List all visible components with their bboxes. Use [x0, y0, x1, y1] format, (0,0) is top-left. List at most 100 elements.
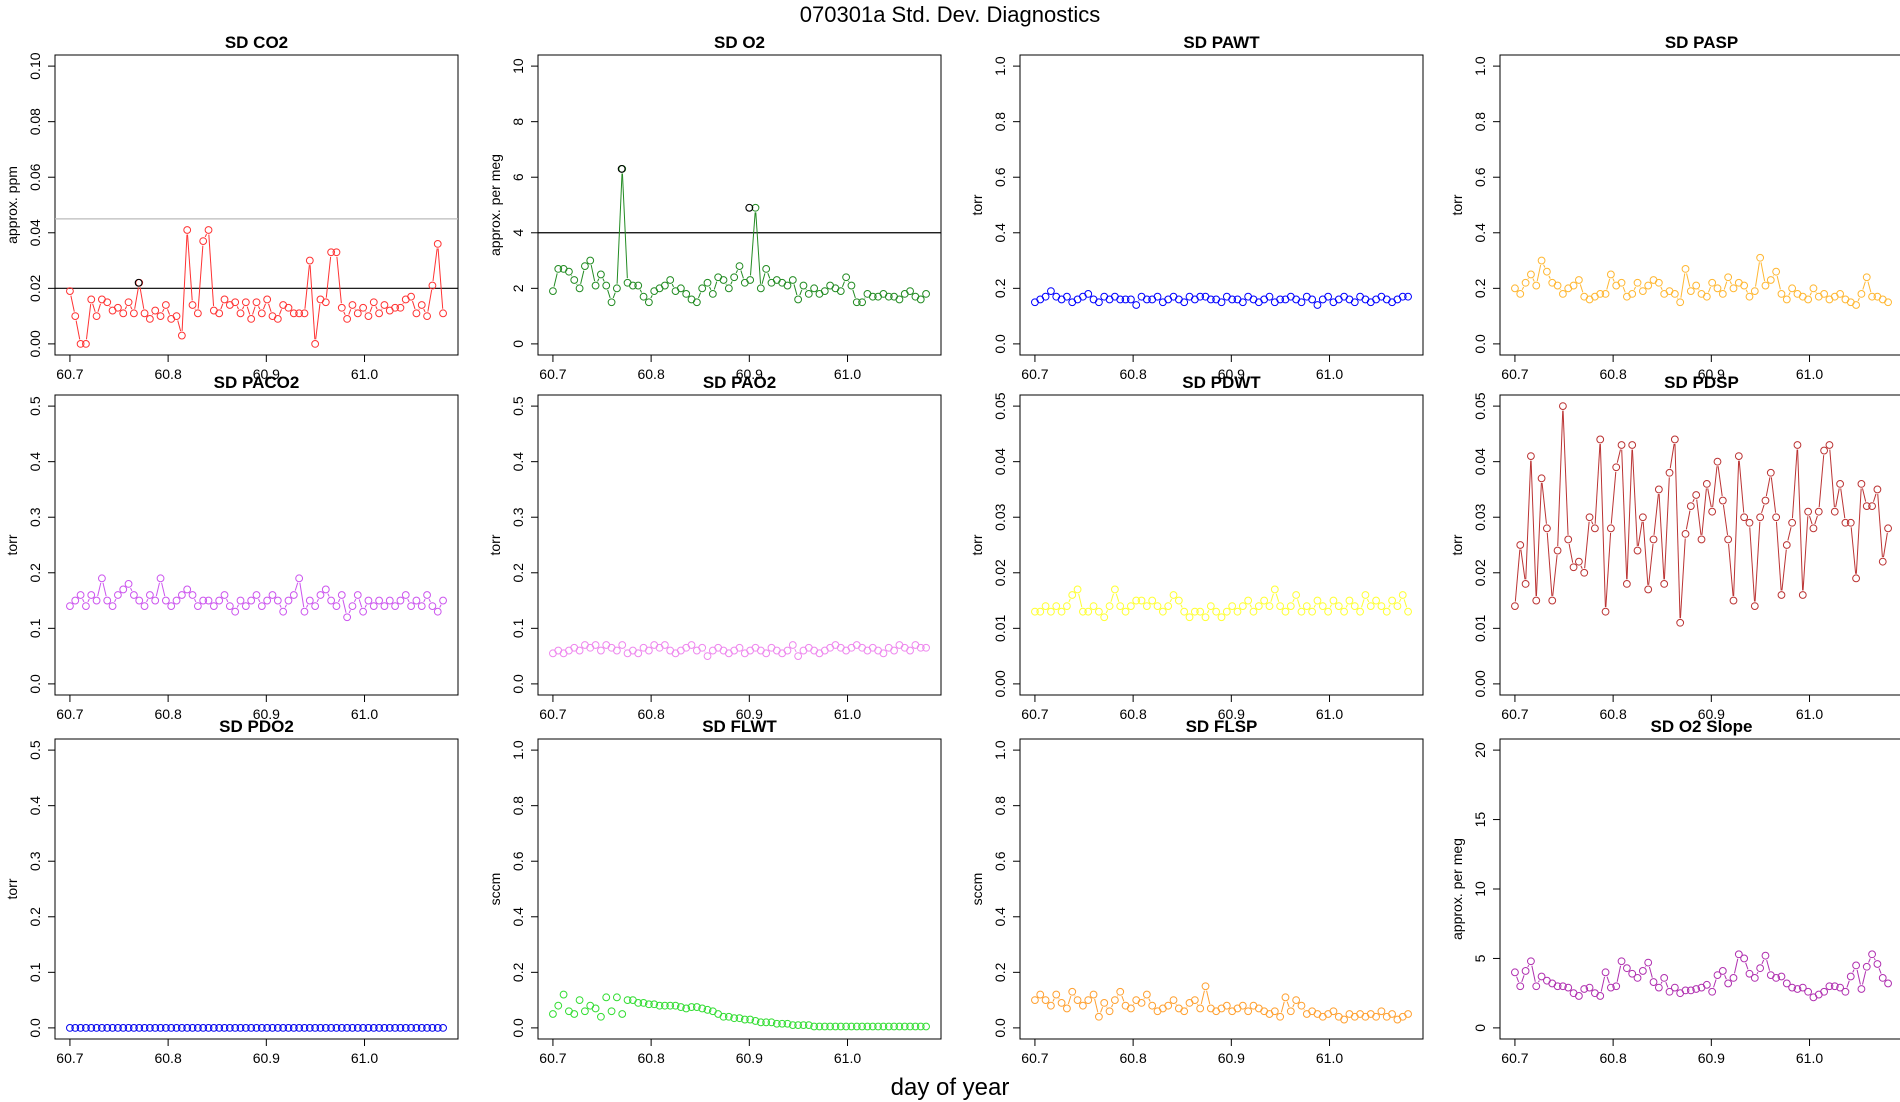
data-point [1703, 981, 1710, 988]
x-tick-label: 60.7 [56, 1050, 83, 1066]
data-point [285, 304, 292, 311]
data-point [178, 592, 185, 599]
data-point [1293, 592, 1300, 599]
series-line-segment [337, 257, 341, 303]
y-tick-label: 0.10 [27, 52, 43, 79]
data-point [418, 302, 425, 309]
data-point [1751, 974, 1758, 981]
series-line-segment [349, 309, 351, 314]
data-point [677, 285, 684, 292]
data-point [1048, 288, 1055, 295]
data-point [1399, 592, 1406, 599]
data-point [130, 592, 137, 599]
data-point [1042, 603, 1049, 610]
series-line-segment [1819, 455, 1824, 507]
data-point [349, 302, 356, 309]
y-tick-label: 1.0 [1472, 56, 1488, 76]
y-tick-label: 10 [510, 58, 526, 74]
series-line-segment [1558, 411, 1563, 546]
data-point [1751, 603, 1758, 610]
data-point [1048, 608, 1055, 615]
data-point [72, 597, 79, 604]
data-point [1650, 979, 1657, 986]
data-point [365, 597, 372, 604]
data-point [1335, 603, 1342, 610]
series-line-segment [1858, 298, 1859, 301]
panel-title: SD PAWT [1183, 33, 1260, 52]
data-point [258, 310, 265, 317]
series-line-segment [1112, 1004, 1113, 1007]
y-tick-label: 0.8 [992, 112, 1008, 132]
data-point [645, 647, 652, 654]
series-line-segment [115, 599, 116, 602]
data-point [1597, 436, 1604, 443]
data-point [1218, 614, 1225, 621]
series-line-segment [1622, 450, 1627, 580]
series-line-segment [1122, 996, 1124, 1001]
series-line-segment [1181, 605, 1182, 608]
series-line-segment [608, 290, 611, 298]
y-tick-label: 0.04 [27, 219, 43, 246]
data-point [1853, 962, 1860, 969]
data-point [1682, 530, 1689, 537]
series-line-segment [338, 599, 339, 602]
data-point [1138, 999, 1145, 1006]
series-line-segment [613, 293, 615, 298]
data-point [736, 263, 743, 270]
series-line-segment [1361, 599, 1364, 607]
series-line-segment [1756, 262, 1760, 286]
series-line-segment [1580, 284, 1583, 292]
data-point [301, 608, 308, 615]
data-point [731, 274, 738, 281]
data-point [1741, 955, 1748, 962]
plot-frame [1020, 739, 1423, 1039]
series-line-segment [1777, 276, 1780, 289]
data-point [1522, 279, 1529, 286]
data-point [1383, 608, 1390, 615]
data-point [115, 592, 122, 599]
series-line-segment [182, 235, 187, 331]
data-point [413, 597, 420, 604]
data-point [1277, 1013, 1284, 1020]
data-point [1277, 603, 1284, 610]
data-point [1517, 542, 1524, 549]
data-point [1330, 1008, 1337, 1015]
series-line-segment [1281, 1002, 1284, 1013]
x-tick-label: 61.0 [1796, 366, 1823, 382]
data-point [1106, 1008, 1113, 1015]
data-point [1032, 997, 1039, 1004]
series-line-segment [1680, 538, 1685, 618]
series-line-segment [71, 296, 74, 312]
data-point [1661, 974, 1668, 981]
series-line-segment [237, 306, 238, 309]
data-point [1581, 569, 1588, 576]
x-tick-label: 60.8 [1599, 1050, 1626, 1066]
data-point [1074, 997, 1081, 1004]
data-point [1762, 497, 1769, 504]
series-line-segment [1293, 599, 1294, 602]
plot-frame [1020, 395, 1423, 695]
y-tick-label: 0.0 [27, 1018, 43, 1038]
data-point [408, 293, 415, 300]
data-point [408, 603, 415, 610]
series-line-segment [1708, 287, 1710, 292]
data-point [1655, 279, 1662, 286]
y-tick-label: 0.05 [1472, 392, 1488, 419]
data-point [232, 299, 239, 306]
data-point [333, 603, 340, 610]
data-point [1560, 403, 1567, 410]
data-point [1575, 558, 1582, 565]
x-tick-label: 60.8 [154, 706, 181, 722]
data-point [109, 603, 116, 610]
data-point [571, 277, 578, 284]
data-point [1512, 285, 1519, 292]
panel-title: SD PACO2 [214, 373, 300, 392]
series-line-segment [1761, 262, 1765, 281]
data-point [699, 644, 706, 651]
series-line-segment [1069, 599, 1070, 602]
data-point [1735, 453, 1742, 460]
data-point [312, 603, 319, 610]
y-tick-label: 0.4 [992, 907, 1008, 927]
